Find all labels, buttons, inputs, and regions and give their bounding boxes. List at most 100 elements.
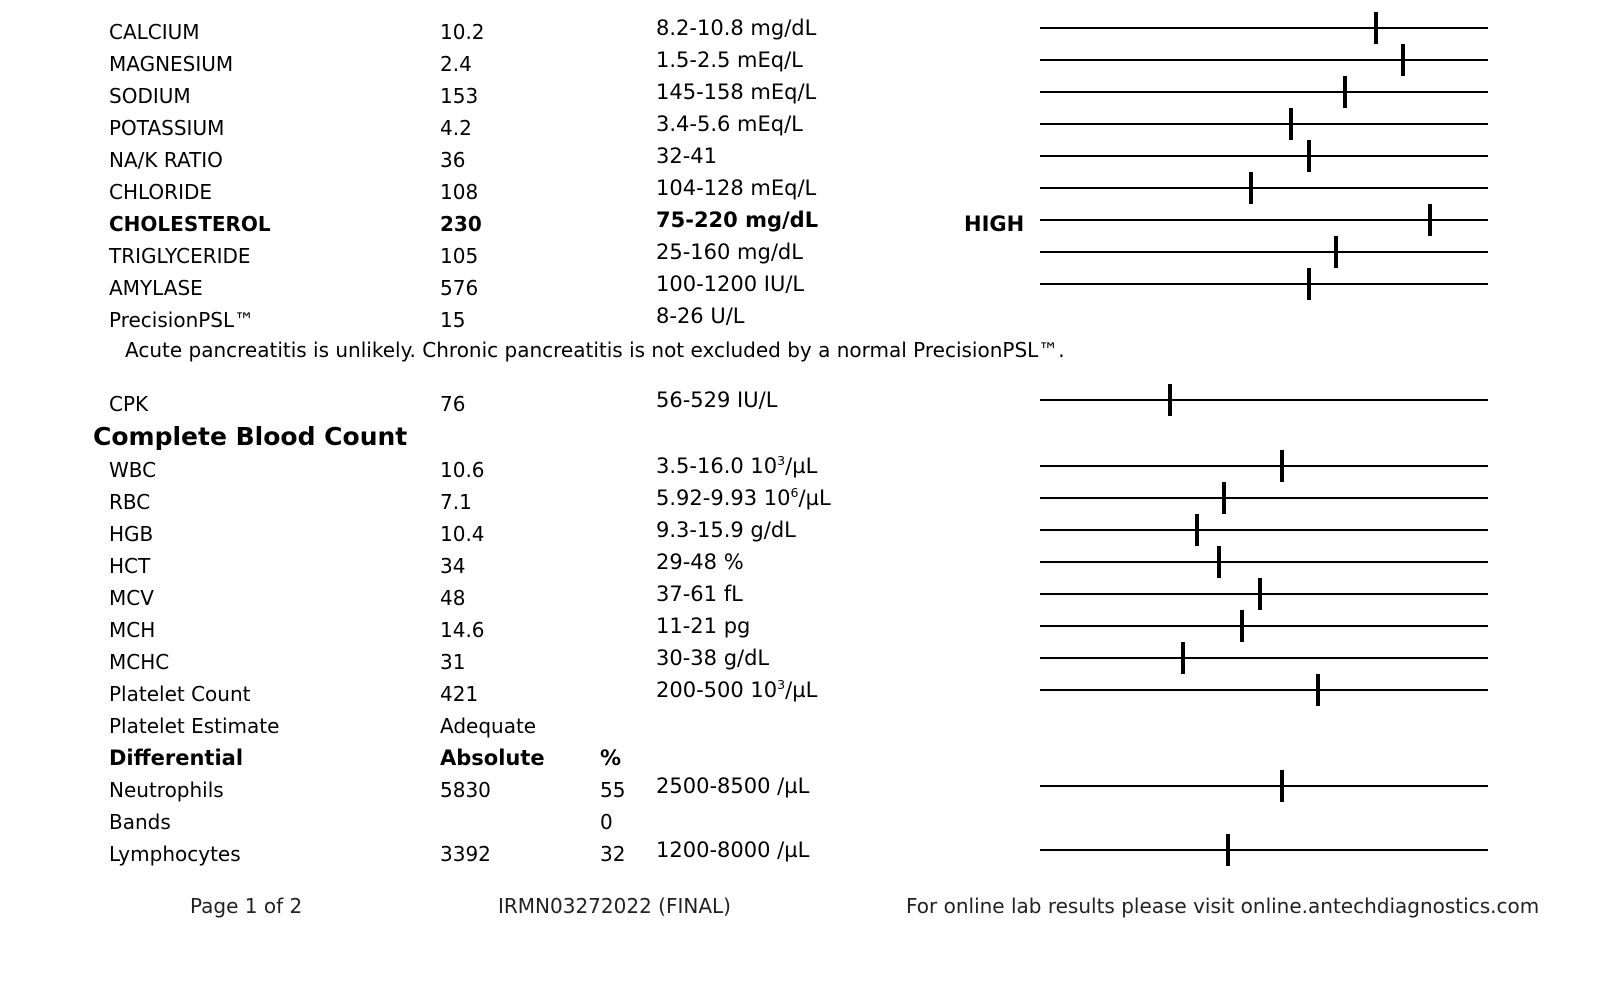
mcv-label: MCV bbox=[109, 586, 154, 610]
hgb-label: HGB bbox=[109, 522, 154, 546]
cpk-result-marker bbox=[1167, 384, 1172, 416]
rbc-label: RBC bbox=[109, 490, 151, 514]
calcium-reference-range: 8.2-10.8 mg/dL bbox=[656, 16, 817, 40]
lymphocytes-absolute: 3392 bbox=[440, 842, 491, 866]
wbc-label: WBC bbox=[109, 458, 157, 482]
hgb-range-bar bbox=[1040, 514, 1488, 546]
mch-result-marker bbox=[1239, 610, 1244, 642]
na-k-ratio-result-marker bbox=[1306, 140, 1311, 172]
mchc-label: MCHC bbox=[109, 650, 170, 674]
hct-result-marker bbox=[1217, 546, 1222, 578]
platelet-estimate-label: Platelet Estimate bbox=[109, 714, 280, 738]
mcv-range-bar bbox=[1040, 578, 1488, 610]
triglyceride-result-marker bbox=[1333, 236, 1338, 268]
calcium-result-marker bbox=[1374, 12, 1378, 44]
triglyceride-label: TRIGLYCERIDE bbox=[109, 244, 251, 268]
chloride-value: 108 bbox=[440, 180, 479, 204]
wbc-reference-range: 3.5-16.0 103/µL bbox=[656, 453, 818, 478]
na-k-ratio-reference-range: 32-41 bbox=[656, 144, 718, 168]
potassium-range-bar bbox=[1040, 108, 1488, 140]
neutrophils-range-bar bbox=[1040, 770, 1488, 802]
hgb-reference-range: 9.3-15.9 g/dL bbox=[656, 518, 796, 542]
wbc-value: 10.6 bbox=[440, 458, 485, 482]
neutrophils-result-marker bbox=[1279, 770, 1284, 802]
amylase-reference-range: 100-1200 IU/L bbox=[656, 272, 805, 296]
magnesium-result-marker bbox=[1400, 44, 1405, 76]
magnesium-value: 2.4 bbox=[440, 52, 472, 76]
platelet-count-reference-range: 200-500 103/µL bbox=[656, 677, 818, 702]
cholesterol-range-bar bbox=[1040, 204, 1488, 236]
sodium-reference-range: 145-158 mEq/L bbox=[656, 80, 817, 104]
calcium-label: CALCIUM bbox=[109, 20, 200, 44]
chloride-label: CHLORIDE bbox=[109, 180, 213, 204]
neutrophils-label: Neutrophils bbox=[109, 778, 224, 802]
wbc-result-marker bbox=[1279, 450, 1284, 482]
neutrophils-reference-range: 2500-8500 /µL bbox=[656, 774, 810, 798]
cpk-reference-range: 56-529 IU/L bbox=[656, 388, 778, 412]
rbc-range-bar bbox=[1040, 482, 1488, 514]
calcium-value: 10.2 bbox=[440, 20, 485, 44]
pancreatitis-note: Acute pancreatitis is unlikely. Chronic … bbox=[125, 338, 1065, 362]
page-number: Page 1 of 2 bbox=[190, 894, 303, 918]
na-k-ratio-value: 36 bbox=[440, 148, 466, 172]
sodium-label: SODIUM bbox=[109, 84, 191, 108]
lymphocytes-percent: 32 bbox=[600, 842, 626, 866]
rbc-reference-range: 5.92-9.93 106/µL bbox=[656, 485, 831, 510]
mch-range-bar bbox=[1040, 610, 1488, 642]
platelet-count-value: 421 bbox=[440, 682, 479, 706]
amylase-result-marker bbox=[1306, 268, 1311, 300]
amylase-value: 576 bbox=[440, 276, 479, 300]
cholesterol-reference-range: 75-220 mg/dL bbox=[656, 208, 819, 232]
triglyceride-reference-range: 25-160 mg/dL bbox=[656, 240, 803, 264]
absolute-column-header: Absolute bbox=[440, 746, 545, 770]
mcv-reference-range: 37-61 fL bbox=[656, 582, 743, 606]
potassium-value: 4.2 bbox=[440, 116, 472, 140]
mchc-reference-range: 30-38 g/dL bbox=[656, 646, 770, 670]
chloride-reference-range: 104-128 mEq/L bbox=[656, 176, 817, 200]
bands-percent: 0 bbox=[600, 810, 613, 834]
magnesium-range-bar bbox=[1040, 44, 1488, 76]
online-results-link[interactable]: For online lab results please visit onli… bbox=[906, 894, 1540, 918]
lymphocytes-reference-range: 1200-8000 /µL bbox=[656, 838, 810, 862]
precisionpsl-reference-range: 8-26 U/L bbox=[656, 304, 745, 328]
cpk-label: CPK bbox=[109, 392, 149, 416]
triglyceride-value: 105 bbox=[440, 244, 479, 268]
hgb-result-marker bbox=[1194, 514, 1199, 546]
magnesium-reference-range: 1.5-2.5 mEq/L bbox=[656, 48, 803, 72]
wbc-range-bar bbox=[1040, 450, 1488, 482]
accession-number: IRMN03272022 (FINAL) bbox=[498, 894, 731, 918]
lymphocytes-label: Lymphocytes bbox=[109, 842, 241, 866]
calcium-range-bar bbox=[1040, 12, 1488, 44]
hct-label: HCT bbox=[109, 554, 151, 578]
cholesterol-result-marker bbox=[1427, 204, 1432, 236]
platelet-estimate-value: Adequate bbox=[440, 714, 537, 738]
mchc-result-marker bbox=[1181, 642, 1186, 674]
potassium-reference-range: 3.4-5.6 mEq/L bbox=[656, 112, 803, 136]
hct-reference-range: 29-48 % bbox=[656, 550, 744, 574]
mchc-value: 31 bbox=[440, 650, 466, 674]
sodium-result-marker bbox=[1342, 76, 1347, 108]
hct-value: 34 bbox=[440, 554, 466, 578]
percent-column-header: % bbox=[600, 746, 622, 770]
potassium-result-marker bbox=[1288, 108, 1293, 140]
cpk-value: 76 bbox=[440, 392, 466, 416]
mchc-range-bar bbox=[1040, 642, 1488, 674]
rbc-value: 7.1 bbox=[440, 490, 472, 514]
cbc-section-title: Complete Blood Count bbox=[93, 422, 408, 451]
cholesterol-label: CHOLESTEROL bbox=[109, 212, 271, 236]
precisionpsl-label: PrecisionPSL™ bbox=[109, 308, 255, 332]
amylase-label: AMYLASE bbox=[109, 276, 203, 300]
differential-header: Differential bbox=[109, 746, 244, 770]
sodium-value: 153 bbox=[440, 84, 479, 108]
platelet-count-range-bar bbox=[1040, 674, 1488, 706]
precisionpsl-value: 15 bbox=[440, 308, 466, 332]
cpk-range-bar bbox=[1040, 384, 1488, 416]
triglyceride-range-bar bbox=[1040, 236, 1488, 268]
na-k-ratio-range-bar bbox=[1040, 140, 1488, 172]
na-k-ratio-label: NA/K RATIO bbox=[109, 148, 223, 172]
neutrophils-absolute: 5830 bbox=[440, 778, 491, 802]
platelet-count-result-marker bbox=[1315, 674, 1320, 706]
chloride-range-bar bbox=[1040, 172, 1488, 204]
mch-value: 14.6 bbox=[440, 618, 485, 642]
neutrophils-percent: 55 bbox=[600, 778, 626, 802]
